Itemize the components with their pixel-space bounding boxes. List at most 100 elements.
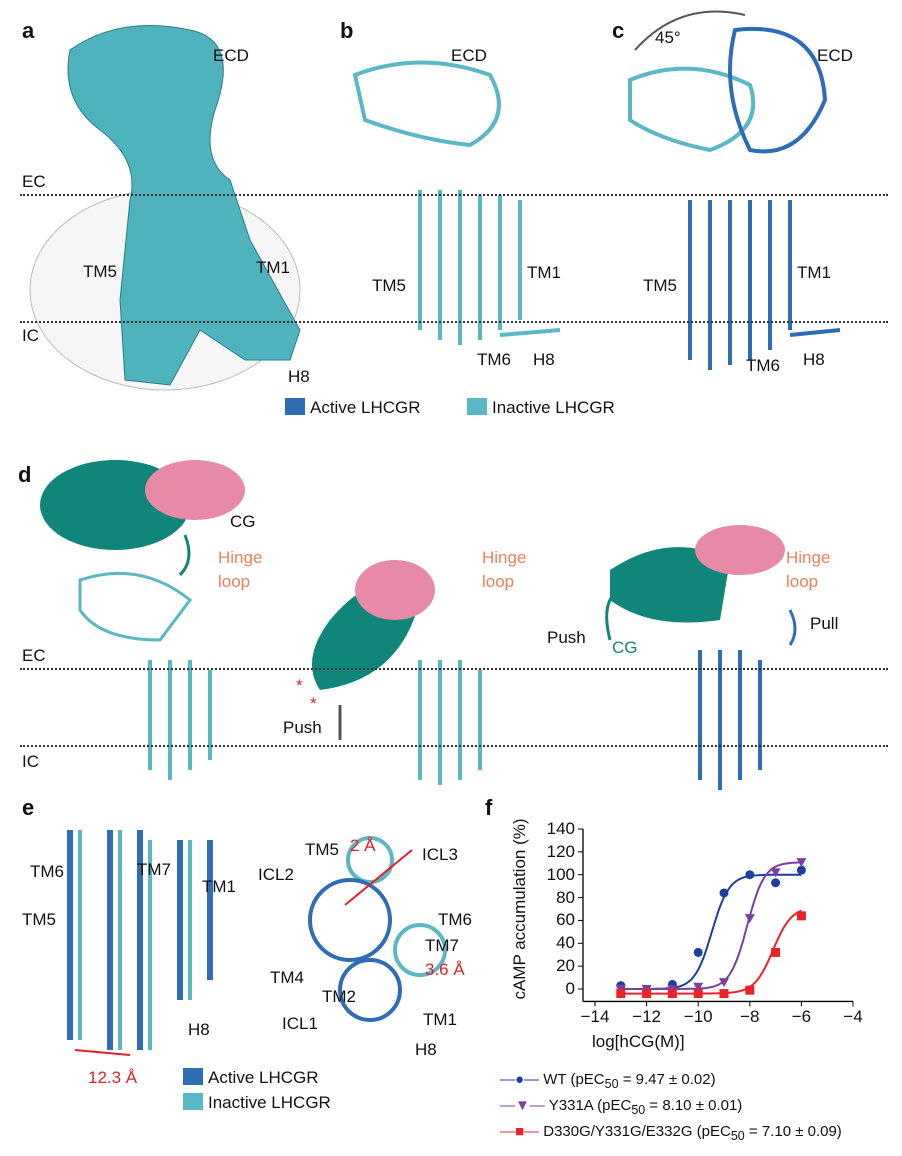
legend-marker: —▼—	[500, 1097, 545, 1114]
panel-label-d: d	[18, 462, 32, 487]
label-ecd-c: ECD	[817, 46, 853, 65]
data-point	[745, 985, 755, 995]
label-pull: Pull	[810, 614, 839, 633]
y-tick-label: 100	[546, 864, 575, 884]
legend-text: WT (pEC	[543, 1071, 605, 1088]
label-tm1-c: TM1	[797, 263, 831, 282]
inactive-swatch	[467, 398, 487, 415]
cryo-em-density-map	[29, 25, 301, 391]
activation-model	[40, 460, 797, 790]
label-tm2: TM2	[322, 987, 356, 1006]
label-ec-d: EC	[22, 646, 46, 665]
label-h8-a: H8	[288, 367, 310, 386]
label-tm5-b: TM5	[372, 276, 406, 295]
label-h8-e2: H8	[415, 1040, 437, 1059]
y-tick-label: 60	[556, 910, 575, 930]
data-point	[796, 911, 806, 921]
label-tm1-a: TM1	[256, 258, 290, 277]
legend-inactive-e: Inactive LHCGR	[183, 1093, 331, 1113]
label-tm5-e2: TM5	[305, 840, 339, 859]
active-swatch-e	[183, 1068, 203, 1085]
label-dist-tm6: 12.3 Å	[88, 1068, 138, 1087]
panel-label-a: a	[22, 18, 35, 43]
legend-active-label: Active LHCGR	[310, 398, 421, 417]
data-point	[693, 982, 704, 992]
label-tm6-e: TM6	[30, 862, 64, 881]
label-push-d3: Push	[547, 628, 586, 647]
label-tm6-b: TM6	[477, 350, 511, 369]
x-tick-label: −8	[740, 1007, 760, 1027]
label-cg-d3: CG	[612, 638, 638, 657]
data-point	[770, 868, 781, 878]
ic-boundary-line	[20, 321, 888, 323]
label-cg: CG	[230, 512, 256, 531]
fit-curve	[620, 873, 802, 990]
panel-label-f: f	[485, 795, 493, 820]
label-ic: IC	[22, 326, 39, 345]
legend-marker: —●—	[500, 1071, 540, 1088]
density-body	[67, 25, 301, 386]
legend-entry: —▼— Y331A (pEC50 = 8.10 ± 0.01)	[500, 1097, 743, 1117]
x-tick-label: −6	[791, 1007, 812, 1027]
label-hinge-1: Hinge	[218, 548, 263, 567]
x-tick-label: −10	[683, 1007, 713, 1027]
legend-inactive-label: Inactive LHCGR	[492, 398, 615, 417]
asterisk-2: *	[310, 694, 317, 713]
overlay-structure	[628, 10, 841, 370]
label-rotation: 45°	[655, 28, 681, 47]
y-axis-label: cAMP accumulation (%)	[510, 818, 529, 1000]
legend-marker: —■—	[500, 1123, 540, 1140]
rotation-arrow	[634, 10, 746, 51]
legend-entry: —■— D330G/Y331G/E332G (pEC50 = 7.10 ± 0.…	[500, 1123, 842, 1143]
panel-label-c: c	[612, 18, 625, 43]
data-point	[745, 870, 755, 880]
label-icl1: ICL1	[282, 1014, 318, 1033]
legend-active: Active LHCGR	[285, 398, 421, 418]
data-point	[771, 878, 781, 888]
ic-boundary-line-d	[20, 745, 888, 747]
x-axis-label: log[hCG(M)]	[592, 1032, 685, 1051]
tm-comparison	[67, 830, 447, 1056]
label-ic-d: IC	[22, 752, 39, 771]
inactive-swatch-e	[183, 1093, 203, 1110]
legend-text: Y331A (pEC	[548, 1097, 632, 1114]
data-point	[796, 858, 807, 868]
label-h8-c: H8	[803, 350, 825, 369]
asterisk-1: *	[296, 676, 303, 695]
data-point	[796, 865, 806, 875]
label-hinge-2: Hinge	[482, 548, 527, 567]
y-tick-label: 120	[546, 841, 575, 861]
x-tick-label: −14	[580, 1007, 610, 1027]
legend-entry: —●— WT (pEC50 = 9.47 ± 0.02)	[500, 1071, 716, 1091]
legend-inactive: Inactive LHCGR	[467, 398, 615, 418]
legend-inactive-e-label: Inactive LHCGR	[208, 1093, 331, 1112]
panel-label-b: b	[340, 18, 354, 43]
label-tm6-e2: TM6	[438, 910, 472, 929]
label-tm6-c: TM6	[746, 356, 780, 375]
label-push-d1: Push	[283, 718, 322, 737]
data-point	[719, 989, 729, 999]
label-icl3: ICL3	[422, 845, 458, 864]
label-dist-tm7: 3.6 Å	[425, 960, 465, 979]
label-dist-tm5: 2 Å	[350, 836, 376, 855]
y-tick-label: 20	[556, 956, 575, 976]
ec-boundary-line	[20, 194, 888, 196]
label-loop-3: loop	[786, 572, 819, 591]
data-point	[744, 914, 755, 924]
y-tick-label: 40	[556, 933, 575, 953]
data-point	[771, 947, 781, 957]
label-tm5-e: TM5	[22, 910, 56, 929]
label-loop-2: loop	[482, 572, 515, 591]
y-tick-label: 80	[556, 887, 575, 907]
y-tick-label: 0	[565, 979, 575, 998]
data-point	[616, 989, 626, 999]
data-point	[719, 888, 729, 898]
label-tm7-e2: TM7	[425, 936, 459, 955]
legend-active-e: Active LHCGR	[183, 1068, 319, 1088]
label-tm5-a: TM5	[83, 262, 117, 281]
inactive-structure	[352, 60, 561, 345]
legend-active-e-label: Active LHCGR	[208, 1068, 319, 1087]
